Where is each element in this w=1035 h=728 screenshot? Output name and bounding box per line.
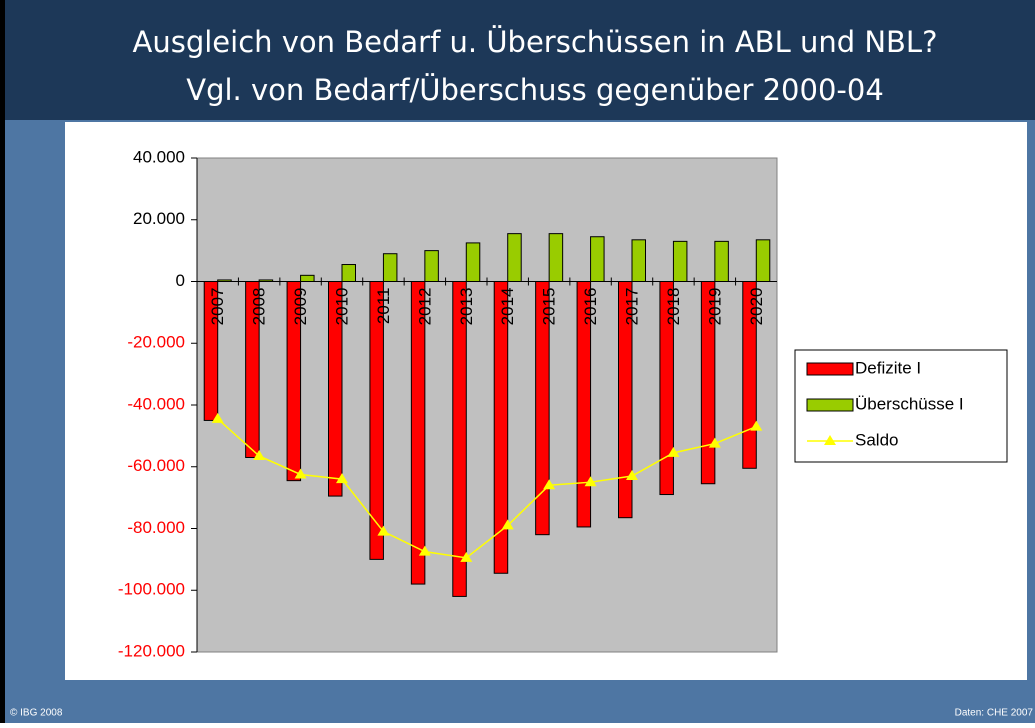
y-tick-label: 40.000	[133, 147, 185, 166]
bar	[548, 233, 564, 283]
bar	[424, 250, 439, 282]
line-marker	[418, 545, 431, 556]
bar	[300, 274, 315, 283]
x-tick-label: 2011	[374, 288, 393, 325]
line-marker	[253, 449, 266, 460]
bar	[631, 239, 646, 283]
line-marker	[211, 412, 224, 423]
legend-swatch	[824, 435, 836, 445]
left-border	[0, 0, 5, 723]
bar	[382, 253, 398, 282]
legend-swatch	[806, 398, 854, 412]
line-marker	[708, 437, 721, 448]
y-tick-label: 20.000	[133, 209, 185, 228]
x-tick-label: 2010	[332, 288, 351, 326]
legend-label: Saldo	[855, 430, 898, 449]
y-tick-label: -100.000	[118, 580, 185, 599]
x-tick-label: 2012	[415, 288, 434, 326]
x-tick-label: 2016	[581, 288, 600, 326]
slide-title-line: Vgl. von Bedarf/Überschuss gegenüber 200…	[186, 73, 884, 107]
bar	[672, 240, 688, 283]
y-tick-label: -60.000	[127, 456, 185, 475]
line-marker	[626, 470, 638, 481]
y-tick-label: -80.000	[127, 518, 185, 537]
bar	[590, 236, 605, 282]
bar	[714, 240, 729, 283]
line-marker	[501, 519, 514, 530]
line-marker	[584, 476, 597, 487]
x-tick-label: 2018	[664, 288, 683, 326]
line-marker	[377, 525, 390, 536]
x-tick-label: 2020	[747, 288, 766, 326]
footer-left: © IBG 2008	[10, 708, 63, 719]
bar	[452, 281, 467, 597]
x-tick-label: 2015	[540, 288, 559, 326]
line-marker	[294, 468, 307, 479]
x-tick-label: 2007	[208, 288, 227, 326]
title-band	[0, 0, 1035, 120]
x-tick-label: 2017	[622, 288, 641, 326]
legend-label: Überschüsse I	[855, 394, 964, 413]
bar	[410, 281, 426, 585]
bar	[755, 239, 771, 283]
slide-title-line: Ausgleich von Bedarf u. Überschüssen in …	[133, 25, 938, 59]
y-tick-label: 0	[176, 271, 185, 290]
x-tick-label: 2009	[291, 288, 310, 326]
x-tick-label: 2008	[250, 288, 269, 326]
line	[217, 418, 757, 559]
y-tick-label: -40.000	[127, 394, 185, 413]
legend-label: Defizite I	[855, 358, 921, 377]
bar	[507, 233, 522, 283]
legend-swatch	[806, 362, 854, 376]
plot-area	[196, 157, 778, 653]
y-tick-label: -20.000	[127, 333, 185, 352]
line-marker	[543, 479, 556, 490]
footer-right: Daten: CHE 2007	[955, 708, 1034, 719]
x-tick-label: 2014	[498, 288, 517, 326]
line-marker	[750, 420, 763, 431]
line-marker	[460, 551, 473, 562]
line-marker	[667, 446, 680, 457]
x-tick-label: 2019	[705, 288, 724, 326]
bar	[341, 264, 356, 282]
bar	[465, 242, 481, 282]
y-tick-label: -120.000	[118, 641, 185, 660]
line-marker	[336, 473, 348, 484]
x-tick-label: 2013	[457, 288, 476, 326]
